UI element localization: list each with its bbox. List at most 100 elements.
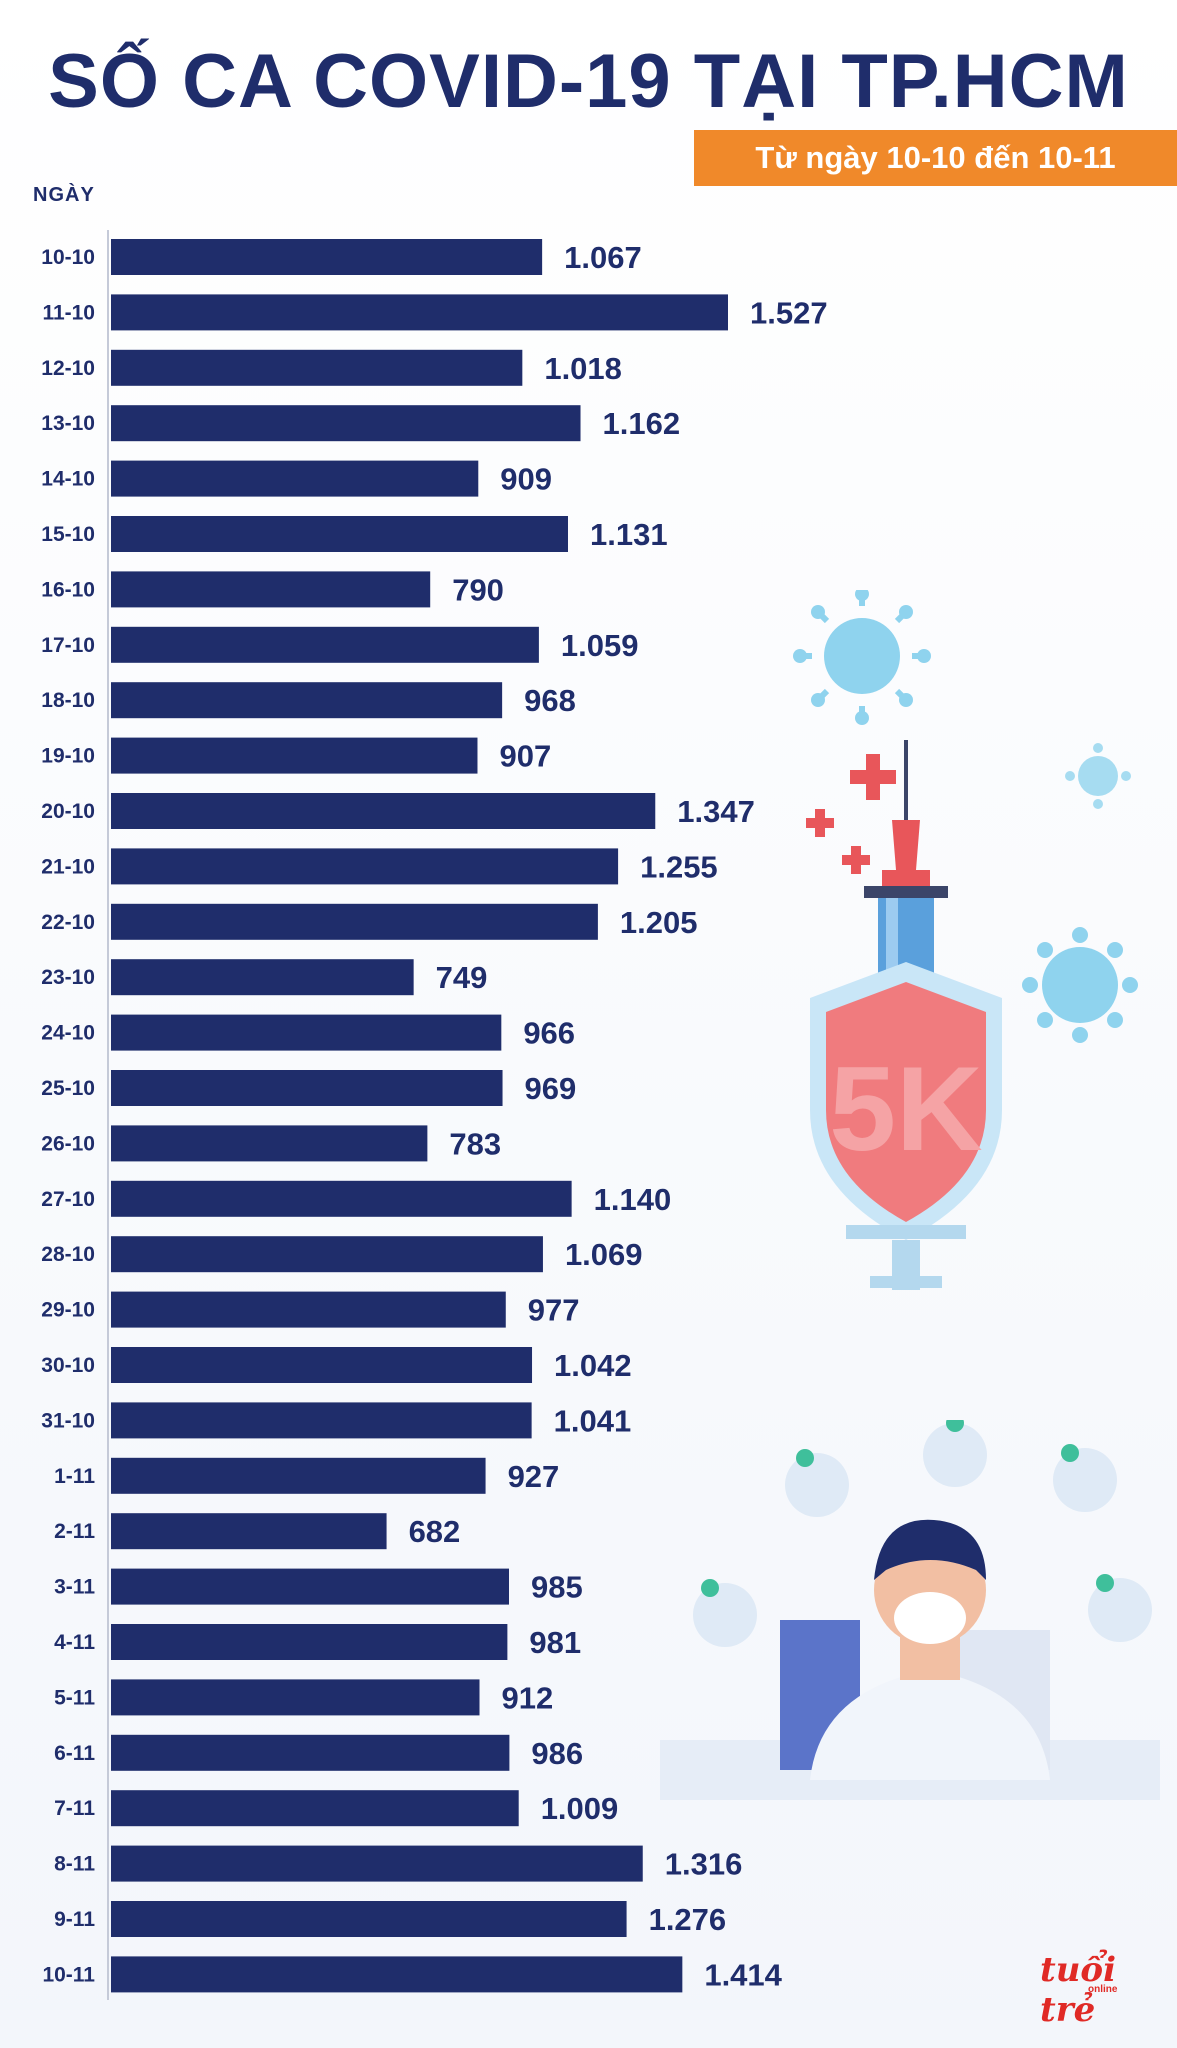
vaccine-shield-illustration: 5K (793, 590, 1138, 1290)
bar (111, 1568, 509, 1605)
value-label: 1.162 (603, 406, 681, 441)
bar (111, 1956, 683, 1993)
value-label: 1.131 (590, 517, 668, 552)
bar (111, 1180, 572, 1217)
brand-logo: tuổi trẻ online (1040, 1950, 1177, 2030)
value-label: 790 (452, 572, 504, 607)
value-label: 1.069 (565, 1237, 643, 1272)
doctor-illustration (660, 1420, 1160, 1800)
category-label: 4-11 (54, 1631, 95, 1654)
check-icon (701, 1420, 1114, 1597)
value-label: 1.527 (750, 295, 828, 330)
value-label: 977 (528, 1293, 580, 1328)
bar (111, 571, 431, 608)
value-label: 966 (523, 1016, 575, 1051)
bar (111, 682, 503, 719)
bar (111, 349, 523, 386)
brand-logo-text: tuổi trẻ (1040, 1950, 1117, 2030)
bar (111, 959, 414, 996)
bar (111, 1624, 508, 1660)
category-label: 1-11 (54, 1465, 95, 1488)
value-label: 968 (524, 683, 576, 718)
category-label: 7-11 (54, 1797, 95, 1820)
bar (111, 1734, 510, 1771)
bar (111, 1457, 486, 1494)
category-label: 15-10 (41, 523, 95, 546)
bar (111, 294, 728, 331)
value-label: 907 (499, 739, 551, 774)
category-label: 12-10 (41, 357, 95, 380)
bar (111, 1236, 543, 1273)
category-label: 28-10 (41, 1243, 95, 1266)
value-label: 1.347 (677, 794, 755, 829)
hand-wash-icon (1053, 1448, 1117, 1512)
category-label: 6-11 (54, 1742, 95, 1765)
category-label: 19-10 (41, 745, 95, 768)
value-label: 682 (409, 1514, 461, 1549)
bar (111, 460, 479, 497)
phone-icon (1088, 1578, 1152, 1642)
category-label: 22-10 (41, 911, 95, 934)
value-label: 1.009 (541, 1791, 619, 1826)
category-label: 26-10 (41, 1132, 95, 1155)
category-label: 14-10 (41, 468, 95, 491)
y-axis-label: NGÀY (33, 184, 95, 206)
category-label: 11-10 (42, 301, 95, 324)
category-label: 31-10 (41, 1409, 95, 1432)
category-label: 18-10 (41, 689, 95, 712)
value-label: 981 (529, 1625, 581, 1660)
category-label: 2-11 (54, 1520, 95, 1543)
value-label: 1.018 (544, 351, 622, 386)
value-label: 1.041 (554, 1403, 632, 1438)
category-label: 16-10 (41, 578, 95, 601)
bar (111, 1014, 502, 1051)
category-label: 8-11 (54, 1853, 95, 1876)
value-label: 1.059 (561, 628, 639, 663)
value-label: 1.205 (620, 905, 698, 940)
shield-label: 5K (829, 1042, 982, 1176)
category-label: 10-11 (42, 1963, 95, 1986)
value-label: 1.316 (665, 1847, 743, 1882)
plus-icon (806, 754, 896, 874)
value-label: 927 (508, 1459, 560, 1494)
bar (111, 737, 478, 774)
value-label: 783 (449, 1126, 501, 1161)
bar (111, 405, 581, 442)
category-label: 20-10 (41, 800, 95, 823)
value-label: 969 (525, 1071, 577, 1106)
category-label: 23-10 (41, 966, 95, 989)
category-label: 29-10 (41, 1299, 95, 1322)
virus-icon (793, 590, 931, 725)
category-label: 3-11 (54, 1576, 95, 1599)
bar (111, 1513, 387, 1550)
bar (111, 626, 539, 663)
bar (111, 1790, 519, 1827)
value-label: 1.276 (649, 1902, 727, 1937)
category-label: 21-10 (41, 855, 95, 878)
bar (111, 1845, 643, 1882)
value-label: 986 (531, 1736, 583, 1771)
bar (111, 239, 543, 275)
page-title: SỐ CA COVID-19 TẠI TP.HCM (48, 39, 1129, 124)
value-label: 1.140 (594, 1182, 672, 1217)
brand-logo-sub: online (1088, 1984, 1118, 1995)
virus-icon (1022, 927, 1138, 1043)
bar (111, 1070, 503, 1106)
category-label: 25-10 (41, 1077, 95, 1100)
value-label: 985 (531, 1570, 583, 1605)
category-label: 30-10 (41, 1354, 95, 1377)
bar (111, 516, 568, 552)
bar (111, 903, 598, 940)
bar (111, 1402, 532, 1439)
bar (111, 793, 656, 829)
value-label: 1.255 (640, 849, 718, 884)
date-range-badge: Từ ngày 10-10 đến 10-11 (694, 130, 1177, 186)
bar (111, 1679, 480, 1716)
value-label: 749 (436, 960, 488, 995)
category-label: 10-10 (41, 246, 95, 269)
virus-icon (1065, 743, 1131, 809)
value-label: 909 (500, 462, 552, 497)
bar (111, 1125, 428, 1162)
bar (111, 848, 619, 885)
